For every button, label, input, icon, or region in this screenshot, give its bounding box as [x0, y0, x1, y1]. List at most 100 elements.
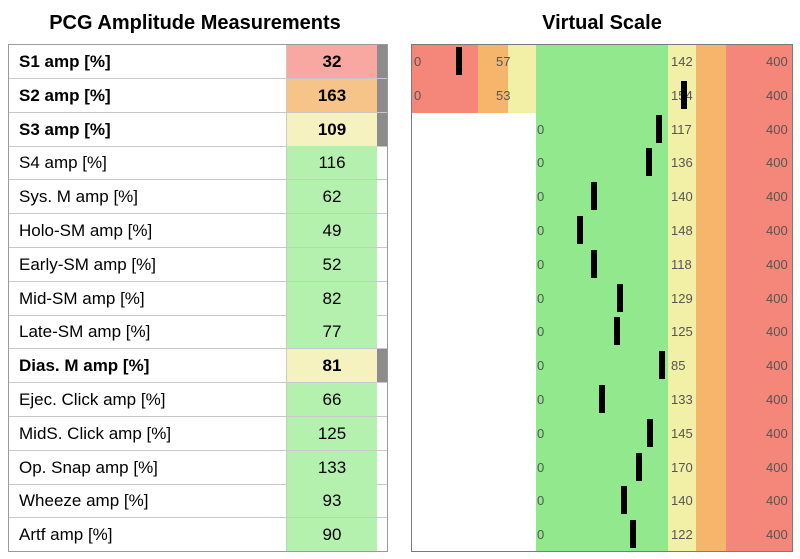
measurements-title: PCG Amplitude Measurements	[49, 12, 341, 34]
zone-high-orange	[696, 146, 726, 181]
row-value: 133	[287, 450, 377, 484]
table-row: Sys. M amp [%] 62	[9, 180, 387, 215]
tick-label-max: 400	[766, 459, 788, 475]
scale-row: 0 145 400	[412, 416, 792, 451]
zone-high-yellow	[668, 180, 696, 215]
zone-high-red	[726, 112, 792, 147]
row-value: 52	[287, 247, 377, 281]
tick-label-max: 400	[766, 425, 788, 441]
zone-high-orange	[696, 78, 726, 113]
tick-label-min: 0	[414, 87, 422, 103]
zone-high-yellow	[668, 450, 696, 485]
tick-label-max: 400	[766, 155, 788, 171]
tick-label-min: 0	[537, 527, 545, 543]
zone-normal-green	[536, 281, 668, 316]
table-row: Early-SM amp [%] 52	[9, 247, 387, 282]
tick-label-min: 0	[537, 121, 545, 137]
flag-bar	[377, 112, 387, 146]
tick-label-min: 0	[537, 358, 545, 374]
zone-high-red	[726, 281, 792, 316]
row-label: MidS. Click amp [%]	[9, 416, 287, 450]
value-marker	[614, 317, 621, 346]
tick-label-max: 400	[766, 493, 788, 509]
zone-high-yellow	[668, 416, 696, 451]
zone-normal-green	[536, 214, 668, 248]
value-marker	[636, 452, 643, 481]
value-marker	[620, 486, 627, 515]
row-value: 163	[287, 78, 377, 112]
flag-bar	[377, 78, 387, 112]
tick-label-high: 118	[671, 256, 692, 272]
value-marker	[591, 182, 598, 211]
zone-high-orange	[696, 281, 726, 316]
tick-label-min: 0	[414, 54, 422, 69]
scale-row: 053154400	[412, 78, 792, 113]
row-value: 49	[287, 214, 377, 247]
tick-label-high: 148	[671, 223, 693, 238]
tick-label-high: 140	[671, 189, 693, 205]
value-marker	[655, 114, 662, 143]
tick-label-min: 0	[537, 392, 545, 407]
zone-high-red	[726, 383, 792, 417]
tick-label-max: 400	[766, 87, 788, 103]
value-marker	[680, 80, 687, 109]
zone-normal-green	[536, 416, 668, 451]
row-label: Mid-SM amp [%]	[9, 281, 287, 315]
value-marker	[598, 385, 605, 413]
row-label: Artf amp [%]	[9, 518, 287, 552]
zone-high-orange	[696, 450, 726, 485]
zone-high-yellow	[668, 112, 696, 147]
tick-label-low: 57	[496, 54, 511, 69]
table-row: S1 amp [%] 32	[9, 45, 387, 79]
row-label: Early-SM amp [%]	[9, 247, 287, 281]
tick-label-high: 122	[671, 527, 693, 543]
tick-label-high: 117	[671, 121, 692, 137]
row-value: 77	[287, 315, 377, 349]
row-value: 32	[287, 45, 377, 78]
row-label: Holo-SM amp [%]	[9, 214, 287, 247]
row-value: 93	[287, 484, 377, 518]
tick-label-min: 0	[537, 493, 545, 509]
table-row: Op. Snap amp [%] 133	[9, 450, 387, 485]
zone-normal-green	[536, 45, 668, 79]
row-value: 109	[287, 112, 377, 146]
row-label: S4 amp [%]	[9, 146, 287, 180]
zone-high-red	[726, 450, 792, 485]
zone-high-yellow	[668, 214, 696, 248]
tick-label-max: 400	[766, 256, 788, 272]
tick-label-high: 140	[671, 493, 693, 509]
row-value: 125	[287, 416, 377, 450]
row-label: Sys. M amp [%]	[9, 180, 287, 214]
tick-label-max: 400	[766, 527, 788, 543]
row-value: 116	[287, 146, 377, 180]
table-row: Wheeze amp [%] 93	[9, 484, 387, 519]
zone-low-yellow	[508, 78, 536, 113]
table-row: S2 amp [%] 163	[9, 78, 387, 113]
zone-normal-green	[536, 78, 668, 113]
zone-low-yellow	[508, 45, 536, 79]
zone-high-orange	[696, 214, 726, 248]
zone-normal-green	[536, 349, 668, 384]
tick-label-max: 400	[766, 189, 788, 205]
tick-label-high: 145	[671, 425, 693, 441]
measurements-table: S1 amp [%] 32 S2 amp [%] 163 S3 amp [%] 109 S4…	[8, 44, 388, 552]
table-row: Holo-SM amp [%] 49	[9, 214, 387, 248]
tick-label-high: 142	[671, 54, 693, 69]
zone-high-red	[726, 247, 792, 282]
scale-row: 0 117 400	[412, 112, 792, 147]
tick-label-max: 400	[766, 392, 788, 407]
zone-normal-green	[536, 484, 668, 519]
virtual-scale-title: Virtual Scale	[542, 12, 662, 34]
value-marker	[658, 351, 665, 380]
scale-row: 0 133 400	[412, 383, 792, 417]
zone-normal-green	[536, 247, 668, 282]
zone-high-orange	[696, 112, 726, 147]
zone-high-yellow	[668, 349, 696, 384]
zone-normal-green	[536, 450, 668, 485]
zone-low-red	[412, 45, 478, 79]
table-row: Ejec. Click amp [%] 66	[9, 383, 387, 417]
tick-label-min: 0	[537, 425, 545, 441]
zone-high-yellow	[668, 247, 696, 282]
tick-label-high: 129	[671, 290, 693, 306]
table-row: S3 amp [%] 109	[9, 112, 387, 147]
